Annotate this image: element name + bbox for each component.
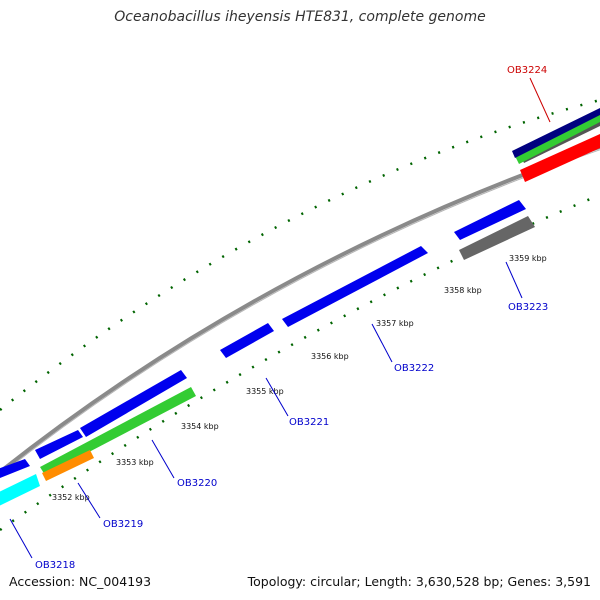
cds-arrow — [282, 246, 428, 327]
kbp-label: 3356 kbp — [311, 352, 349, 361]
scale-labels: 3352 kbp 3353 kbp 3354 kbp 3355 kbp 3356… — [52, 254, 547, 502]
reverse-cds-track — [459, 118, 600, 260]
kbp-label: 3359 kbp — [509, 254, 547, 263]
genome-stats-text: Topology: circular; Length: 3,630,528 bp… — [247, 574, 591, 589]
outer-tick-ring — [0, 98, 600, 411]
cds-arrow — [0, 459, 30, 478]
cds-arrow — [220, 323, 274, 358]
cyan-feature-bar — [0, 474, 40, 506]
feature-bar — [515, 114, 600, 164]
cds-arrow — [80, 370, 187, 437]
gene-label: OB3222 — [394, 363, 434, 374]
cds-arrow — [459, 216, 535, 260]
orange-feature-bar — [42, 450, 94, 481]
kbp-label: 3355 kbp — [246, 387, 284, 396]
genome-backbone — [0, 144, 600, 475]
leader-line — [371, 323, 393, 363]
feature-bar — [40, 387, 196, 475]
kbp-label: 3357 kbp — [376, 319, 414, 328]
kbp-label: 3358 kbp — [444, 286, 482, 295]
map-title: Oceanobacillus iheyensis HTE831, complet… — [114, 9, 486, 25]
gene-label: OB3223 — [508, 302, 548, 313]
gene-label: OB3219 — [103, 519, 143, 530]
gene-label-highlight: OB3224 — [507, 65, 547, 76]
cds-arrow — [35, 430, 83, 459]
kbp-label: 3352 kbp — [52, 493, 90, 502]
navy-feature-bar — [512, 108, 600, 158]
red-feature-bar — [520, 134, 600, 182]
gene-labels: OB3218 OB3219 OB3220 OB3221 OB3222 OB322… — [35, 302, 548, 571]
inner-tick-ring — [0, 193, 600, 532]
leader-line — [151, 439, 175, 479]
forward-cds-track — [0, 200, 526, 478]
gene-leader-lines — [9, 261, 523, 559]
gene-label: OB3220 — [177, 478, 217, 489]
genome-backbone-shade — [0, 149, 600, 476]
leader-line — [265, 377, 289, 417]
leader-line-highlight — [529, 77, 551, 123]
leader-line — [505, 261, 523, 299]
leader-line — [9, 518, 33, 559]
leader-line — [77, 482, 101, 519]
gene-label: OB3218 — [35, 560, 75, 571]
kbp-label: 3353 kbp — [116, 458, 154, 467]
gene-label: OB3221 — [289, 417, 329, 428]
green-feature-track — [40, 114, 600, 475]
kbp-label: 3354 kbp — [181, 422, 219, 431]
accession-text: Accession: NC_004193 — [9, 574, 152, 589]
cds-arrow — [454, 200, 526, 240]
